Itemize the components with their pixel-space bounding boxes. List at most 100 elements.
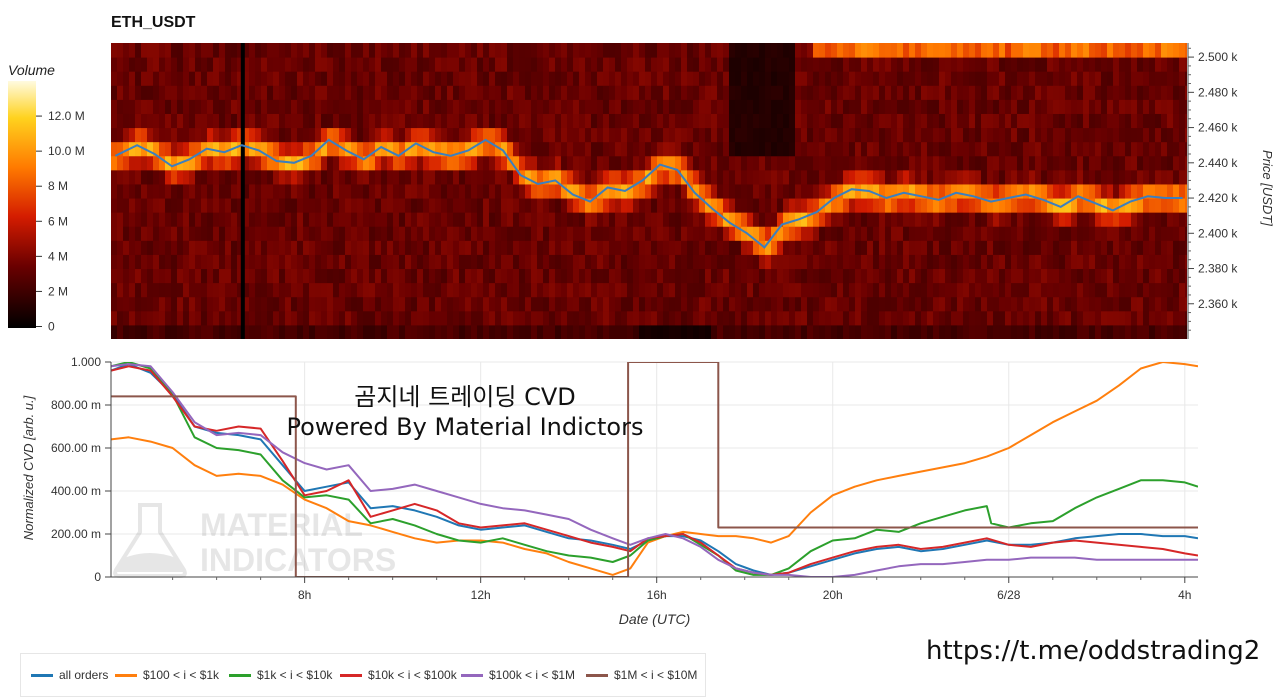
heatmap-cell bbox=[681, 99, 688, 114]
heatmap-cell bbox=[195, 155, 202, 171]
heatmap-cell bbox=[351, 212, 358, 227]
heatmap-cell bbox=[1179, 310, 1186, 326]
heatmap-cell bbox=[459, 254, 466, 270]
heatmap-cell bbox=[1017, 141, 1024, 157]
heatmap-cell bbox=[189, 155, 196, 171]
heatmap-cell bbox=[639, 254, 646, 270]
heatmap-cell bbox=[243, 296, 250, 312]
heatmap-cell bbox=[957, 296, 964, 312]
heatmap-cell bbox=[1125, 212, 1132, 227]
heatmap-cell bbox=[765, 169, 772, 185]
heatmap-cell bbox=[1149, 268, 1156, 284]
heatmap-cell bbox=[1041, 71, 1048, 86]
heatmap-cell bbox=[741, 240, 748, 255]
heatmap-cell bbox=[747, 155, 754, 171]
heatmap-cell bbox=[693, 240, 700, 255]
heatmap-cell bbox=[1023, 226, 1030, 241]
heatmap-cell bbox=[1125, 127, 1132, 143]
heatmap-cell bbox=[141, 268, 148, 284]
heatmap-cell bbox=[855, 113, 862, 129]
heatmap-cell bbox=[159, 324, 166, 339]
heatmap-cell bbox=[471, 85, 478, 100]
heatmap-cell bbox=[117, 296, 124, 312]
heatmap-cell bbox=[651, 85, 658, 100]
heatmap-cell bbox=[579, 296, 586, 312]
heatmap-cell bbox=[903, 127, 910, 143]
heatmap-cell bbox=[351, 310, 358, 326]
heatmap-cell bbox=[1089, 212, 1096, 227]
heatmap-cell bbox=[147, 127, 154, 143]
heatmap-cell bbox=[897, 183, 904, 199]
heatmap-cell bbox=[1149, 296, 1156, 312]
heatmap-cell bbox=[663, 85, 670, 100]
heatmap-cell bbox=[465, 310, 472, 326]
heatmap-cell bbox=[717, 282, 724, 298]
legend-item[interactable]: $100k < i < $1M bbox=[461, 667, 575, 683]
heatmap-cell bbox=[765, 141, 772, 157]
heatmap-cell bbox=[711, 155, 718, 171]
heatmap-cell bbox=[663, 268, 670, 284]
heatmap-cell bbox=[195, 282, 202, 298]
heatmap-cell bbox=[477, 127, 484, 143]
heatmap-cell bbox=[537, 113, 544, 129]
heatmap-cell bbox=[1119, 254, 1126, 270]
heatmap-cell bbox=[759, 282, 766, 298]
legend-item[interactable]: $100 < i < $1k bbox=[115, 667, 219, 683]
heatmap-cell bbox=[417, 282, 424, 298]
heatmap-cell bbox=[189, 310, 196, 326]
heatmap-cell bbox=[777, 268, 784, 284]
heatmap-cell bbox=[609, 268, 616, 284]
heatmap-cell bbox=[765, 43, 772, 58]
heatmap-cell bbox=[639, 226, 646, 241]
heatmap-cell bbox=[1173, 254, 1180, 270]
heatmap-cell bbox=[501, 169, 508, 185]
heatmap-cell bbox=[1095, 85, 1102, 100]
heatmap-cell bbox=[711, 296, 718, 312]
heatmap-cell bbox=[777, 141, 784, 157]
legend-item[interactable]: all orders bbox=[31, 667, 108, 683]
telegram-link[interactable]: https://t.me/oddstrading2 bbox=[926, 636, 1261, 666]
heatmap-cell bbox=[207, 324, 214, 339]
heatmap-cell bbox=[189, 99, 196, 114]
heatmap-cell bbox=[813, 85, 820, 100]
heatmap-cell bbox=[663, 254, 670, 270]
heatmap-cell bbox=[369, 212, 376, 227]
heatmap-cell bbox=[261, 169, 268, 185]
heatmap-cell bbox=[759, 310, 766, 326]
heatmap-cell bbox=[831, 240, 838, 255]
heatmap-cell bbox=[171, 254, 178, 270]
heatmap-cell bbox=[939, 113, 946, 129]
heatmap-cell bbox=[525, 240, 532, 255]
heatmap-cell bbox=[573, 85, 580, 100]
heatmap-cell bbox=[831, 85, 838, 100]
heatmap-cell bbox=[117, 310, 124, 326]
heatmap-cell bbox=[963, 198, 970, 213]
heatmap-cell bbox=[981, 268, 988, 284]
heatmap-cell bbox=[609, 324, 616, 339]
legend-item[interactable]: $1k < i < $10k bbox=[229, 667, 332, 683]
heatmap-cell bbox=[987, 85, 994, 100]
heatmap-cell bbox=[579, 254, 586, 270]
heatmap-cell bbox=[1149, 240, 1156, 255]
heatmap-cell bbox=[1137, 57, 1144, 72]
heatmap-cell bbox=[609, 113, 616, 129]
heatmap-cell bbox=[123, 169, 130, 185]
heatmap-cell bbox=[1095, 324, 1102, 339]
heatmap-cell bbox=[741, 85, 748, 100]
heatmap-cell bbox=[573, 254, 580, 270]
heatmap-cell bbox=[801, 57, 808, 72]
heatmap-cell bbox=[159, 240, 166, 255]
heatmap-cell bbox=[1113, 127, 1120, 143]
heatmap-cell bbox=[417, 169, 424, 185]
legend-item[interactable]: $1M < i < $10M bbox=[586, 667, 697, 683]
heatmap-cell bbox=[237, 282, 244, 298]
heatmap-cell bbox=[957, 85, 964, 100]
heatmap-cell bbox=[489, 141, 496, 157]
heatmap-cell bbox=[915, 169, 922, 185]
heatmap-cell bbox=[933, 183, 940, 199]
legend-item[interactable]: $10k < i < $100k bbox=[340, 667, 457, 683]
heatmap-cell bbox=[255, 99, 262, 114]
cvd-y-tick-label: 0 bbox=[94, 570, 101, 584]
heatmap-cell bbox=[1071, 57, 1078, 72]
heatmap-cell bbox=[1035, 212, 1042, 227]
